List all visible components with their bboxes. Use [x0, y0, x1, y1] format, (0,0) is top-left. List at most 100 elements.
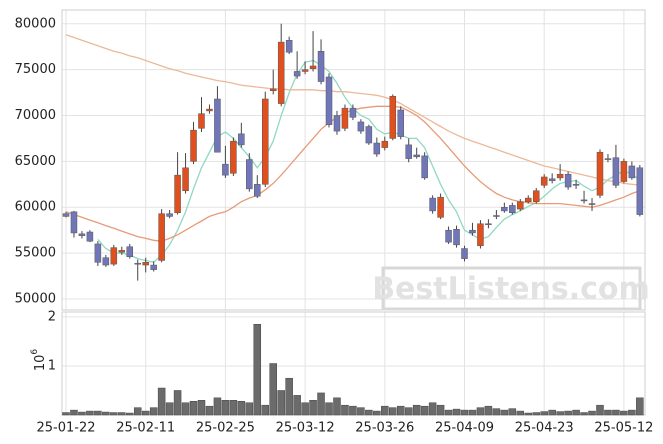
candle-body — [333, 115, 341, 132]
candle-body — [397, 109, 404, 137]
volume-bar — [612, 409, 620, 416]
candle-body — [501, 206, 508, 212]
x-tick-label: 25-04-23 — [515, 421, 574, 436]
volume-bar — [78, 411, 86, 416]
candle-body — [405, 144, 412, 159]
volume-bar — [205, 405, 214, 416]
x-tick-label: 25-03-26 — [355, 421, 414, 436]
volume-bar — [277, 390, 285, 416]
volume-bar — [373, 410, 381, 416]
candle-body — [102, 257, 110, 266]
x-tick-label: 25-05-12 — [594, 421, 653, 436]
candle-body — [230, 140, 237, 174]
volume-tick-label: 2 — [48, 309, 56, 324]
volume-bar — [596, 404, 604, 416]
volume-bar — [404, 407, 413, 416]
volume-scale-label: 106 — [30, 349, 48, 372]
volume-bar — [524, 412, 533, 416]
volume-bar — [412, 404, 421, 416]
candle-body — [556, 173, 564, 179]
candle-body — [572, 184, 580, 186]
volume-bar — [62, 412, 70, 416]
candle-body — [477, 223, 484, 247]
candle-body — [509, 205, 516, 214]
volume-bar — [237, 401, 246, 416]
candle-body — [636, 167, 644, 215]
volume-bar — [141, 410, 150, 416]
volume-bar — [269, 363, 277, 416]
volume-bar — [94, 410, 102, 416]
watermark-box — [381, 266, 642, 311]
volume-bar — [540, 411, 548, 416]
candle-body — [118, 250, 126, 253]
volume-bar — [70, 409, 78, 416]
volume-bar — [325, 402, 333, 416]
candle-body — [485, 223, 492, 226]
candle-body — [150, 264, 157, 270]
volume-bar — [102, 411, 110, 416]
candle-body — [429, 197, 436, 212]
candle-body — [620, 161, 628, 182]
candle-body — [357, 121, 365, 132]
candle-body — [222, 163, 229, 176]
y-tick-label: 50000 — [15, 291, 56, 306]
candle-body — [246, 159, 253, 190]
scale-base: 10 — [33, 355, 48, 372]
volume-bar — [580, 412, 588, 416]
candle-body — [301, 69, 309, 72]
volume-bar — [460, 409, 469, 416]
volume-bar — [564, 410, 572, 416]
candle-body — [453, 229, 460, 246]
candle-body — [341, 107, 349, 129]
volume-bar — [189, 401, 198, 416]
candle-body — [94, 243, 102, 263]
volume-bar — [508, 408, 517, 416]
moving-average-line — [97, 59, 641, 264]
candle-body — [437, 196, 444, 218]
x-tick-label: 25-02-25 — [196, 421, 255, 436]
candle-body — [293, 71, 301, 77]
volume-bar — [293, 395, 301, 416]
candle-body — [493, 215, 500, 217]
candle-body — [564, 173, 572, 188]
moving-average-line — [65, 34, 640, 186]
volume-bar — [556, 411, 564, 416]
volume-bar — [476, 407, 485, 416]
candle-body — [182, 167, 189, 191]
volume-bar — [245, 402, 254, 416]
volume-bar — [118, 412, 126, 416]
candle-body — [277, 41, 285, 104]
candle-body — [540, 176, 548, 186]
candle-body — [158, 213, 165, 261]
volume-bar — [301, 402, 309, 416]
candle-body — [612, 157, 620, 186]
price-panel-frame — [61, 9, 646, 311]
volume-bar — [381, 405, 389, 416]
volume-bar — [261, 404, 269, 416]
volume-bar — [229, 400, 238, 416]
candle-body — [604, 158, 612, 160]
volume-bar — [588, 410, 596, 416]
candle-body — [421, 155, 428, 179]
volume-bar — [126, 412, 134, 416]
candle-body — [532, 190, 540, 202]
volume-bar — [197, 400, 206, 416]
volume-bar — [396, 405, 405, 416]
volume-bar — [548, 409, 556, 416]
volume-bar — [133, 407, 142, 416]
candle-body — [525, 197, 532, 202]
x-tick-label: 25-01-22 — [36, 421, 95, 436]
volume-bar — [420, 405, 429, 416]
volume-bar — [500, 409, 509, 416]
volume-bar — [436, 404, 445, 416]
y-tick-label: 70000 — [15, 108, 56, 123]
volume-bar — [365, 409, 373, 416]
candle-body — [262, 98, 269, 185]
volume-bar — [572, 409, 580, 416]
volume-bar — [357, 407, 365, 416]
volume-bar — [636, 397, 644, 416]
volume-bar — [221, 400, 230, 416]
y-tick-label: 75000 — [15, 62, 56, 77]
volume-bar — [341, 404, 349, 416]
volume-bar — [149, 407, 158, 416]
